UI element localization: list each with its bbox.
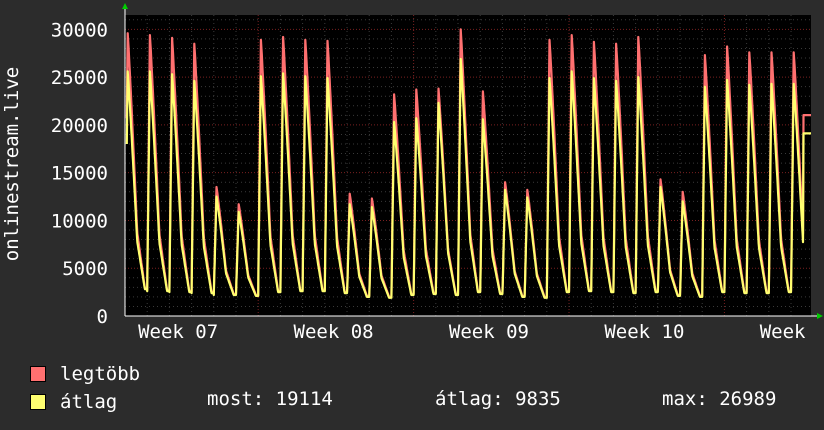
- series-line: [125, 57, 812, 299]
- series-atlag: [125, 57, 812, 299]
- x-tick-label: Week: [760, 321, 806, 343]
- axes: [122, 3, 823, 319]
- stat-max: max: 26989: [662, 388, 777, 410]
- x-tick-label: Week 08: [294, 321, 374, 343]
- y-axis-label-box: onlinestream.live: [0, 12, 24, 316]
- stat-average: átlag: 9835: [435, 388, 561, 410]
- y-tick-label: 25000: [51, 67, 108, 89]
- y-tick-label: 5000: [62, 258, 108, 280]
- y-axis-label: onlinestream.live: [1, 66, 23, 262]
- legend-label-avg: átlag: [60, 391, 118, 413]
- legend-item-max: legtöbb: [30, 360, 140, 388]
- y-tick-label: 15000: [51, 163, 108, 185]
- stat-now: most: 19114: [207, 388, 333, 410]
- y-tick-label: 10000: [51, 210, 108, 232]
- legend-swatch-avg: [30, 394, 46, 410]
- legend-label-max: legtöbb: [60, 363, 141, 385]
- x-axis-arrow-icon: [817, 313, 823, 319]
- y-tick-label: 20000: [51, 115, 108, 137]
- y-tick-label: 30000: [51, 19, 108, 41]
- tick-labels: 0 5000 10000 15000 20000 25000 30000 Week 07 Wee…: [51, 19, 806, 343]
- traffic-chart: 0 5000 10000 15000 20000 25000 30000 Week 07 Wee…: [51, 3, 823, 343]
- y-tick-label: 0: [97, 306, 108, 328]
- legend: legtöbb átlag: [30, 360, 140, 416]
- x-tick-label: Week 07: [138, 321, 218, 343]
- y-axis-arrow-icon: [122, 3, 128, 9]
- legend-item-avg: átlag: [30, 388, 140, 416]
- x-tick-label: Week 10: [604, 321, 684, 343]
- x-tick-label: Week 09: [449, 321, 529, 343]
- legend-swatch-max: [30, 366, 46, 382]
